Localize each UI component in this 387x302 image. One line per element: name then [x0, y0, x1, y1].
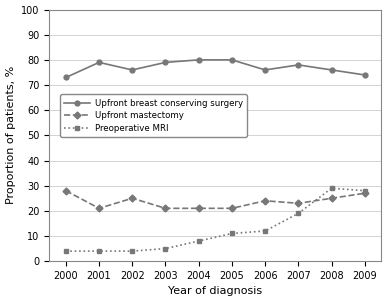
Upfront breast conserving surgery	[63, 76, 68, 79]
Y-axis label: Proportion of patients, %: Proportion of patients, %	[5, 66, 15, 204]
Upfront breast conserving surgery	[130, 68, 135, 72]
Upfront mastectomy	[130, 197, 135, 200]
Upfront mastectomy	[163, 207, 168, 210]
Line: Upfront mastectomy: Upfront mastectomy	[63, 188, 367, 211]
Upfront breast conserving surgery	[296, 63, 301, 67]
Preoperative MRI	[196, 239, 201, 243]
Upfront breast conserving surgery	[97, 61, 101, 64]
Upfront breast conserving surgery	[263, 68, 267, 72]
Line: Upfront breast conserving surgery: Upfront breast conserving surgery	[63, 57, 367, 80]
Preoperative MRI	[363, 189, 367, 193]
Upfront mastectomy	[63, 189, 68, 193]
Upfront breast conserving surgery	[196, 58, 201, 62]
Preoperative MRI	[163, 247, 168, 250]
Preoperative MRI	[296, 211, 301, 215]
Upfront mastectomy	[329, 197, 334, 200]
X-axis label: Year of diagnosis: Year of diagnosis	[168, 286, 262, 297]
Upfront breast conserving surgery	[229, 58, 234, 62]
Preoperative MRI	[229, 232, 234, 235]
Upfront breast conserving surgery	[363, 73, 367, 77]
Upfront mastectomy	[296, 201, 301, 205]
Upfront mastectomy	[263, 199, 267, 203]
Preoperative MRI	[263, 229, 267, 233]
Line: Preoperative MRI: Preoperative MRI	[63, 186, 367, 254]
Upfront mastectomy	[363, 191, 367, 195]
Upfront mastectomy	[229, 207, 234, 210]
Preoperative MRI	[63, 249, 68, 253]
Legend: Upfront breast conserving surgery, Upfront mastectomy, Preoperative MRI: Upfront breast conserving surgery, Upfro…	[60, 95, 247, 137]
Upfront breast conserving surgery	[329, 68, 334, 72]
Preoperative MRI	[329, 186, 334, 190]
Upfront breast conserving surgery	[163, 61, 168, 64]
Upfront mastectomy	[97, 207, 101, 210]
Upfront mastectomy	[196, 207, 201, 210]
Preoperative MRI	[97, 249, 101, 253]
Preoperative MRI	[130, 249, 135, 253]
